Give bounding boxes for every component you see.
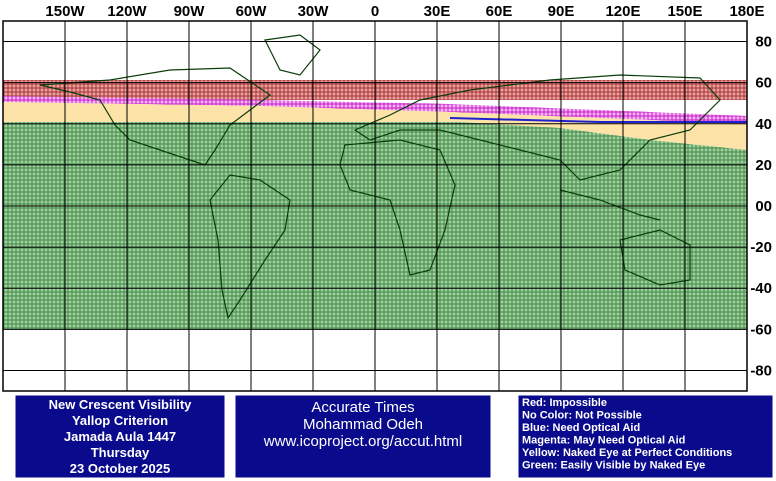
lon-label: 30E <box>424 3 451 20</box>
lat-label: 80 <box>755 34 772 51</box>
graticule <box>3 21 747 391</box>
legend-line: Blue: Need Optical Aid <box>522 422 640 434</box>
credit-box-panel <box>234 394 492 479</box>
info-line: 23 October 2025 <box>70 461 170 476</box>
lat-label: -60 <box>750 321 772 338</box>
lon-label: 150W <box>45 3 85 20</box>
lon-label: 60W <box>236 3 268 20</box>
lon-label: 90E <box>548 3 575 20</box>
map-border <box>2 20 748 392</box>
legend-panel <box>517 394 774 479</box>
info-box-panel <box>14 394 226 479</box>
map: 150W 120W 90W 60W 30W 0 30E 60E 90E 120E 150E 180E 8… <box>2 3 772 392</box>
info-line: Yallop Criterion <box>72 413 168 428</box>
credit-line: www.icoproject.org/accut.html <box>263 433 462 450</box>
lon-label: 0 <box>371 3 379 20</box>
legend-line: No Color: Not Possible <box>522 410 642 422</box>
info-line: New Crescent Visibility <box>49 397 193 412</box>
lon-label: 120W <box>107 3 147 20</box>
lat-label: 40 <box>755 116 772 133</box>
legend-line: Yellow: Naked Eye at Perfect Conditions <box>522 447 732 459</box>
lat-label: -40 <box>750 280 772 297</box>
lon-label: 30W <box>298 3 330 20</box>
lon-label: 90W <box>174 3 206 20</box>
axis-labels: 150W 120W 90W 60W 30W 0 30E 60E 90E 120E 150E 180E 8… <box>45 3 772 379</box>
lon-label: 120E <box>605 3 640 20</box>
coastlines <box>39 34 721 320</box>
lon-label: 60E <box>486 3 513 20</box>
legend-line: Magenta: May Need Optical Aid <box>522 435 685 447</box>
info-line: Jamada Aula 1447 <box>64 429 176 444</box>
lat-label: -20 <box>750 239 772 256</box>
lat-label: 00 <box>755 198 772 215</box>
lat-label: 60 <box>755 75 772 92</box>
legend-line: Red: Impossible <box>522 397 607 409</box>
credit-line: Mohammad Odeh <box>303 416 423 433</box>
lat-label: -80 <box>750 362 772 379</box>
credit-line: Accurate Times <box>311 399 414 416</box>
lon-label: 150E <box>667 3 702 20</box>
legend-line: Green: Easily Visible by Naked Eye <box>522 460 705 472</box>
lat-label: 20 <box>755 157 772 174</box>
lon-label: 180E <box>729 3 764 20</box>
info-line: Thursday <box>91 445 150 460</box>
